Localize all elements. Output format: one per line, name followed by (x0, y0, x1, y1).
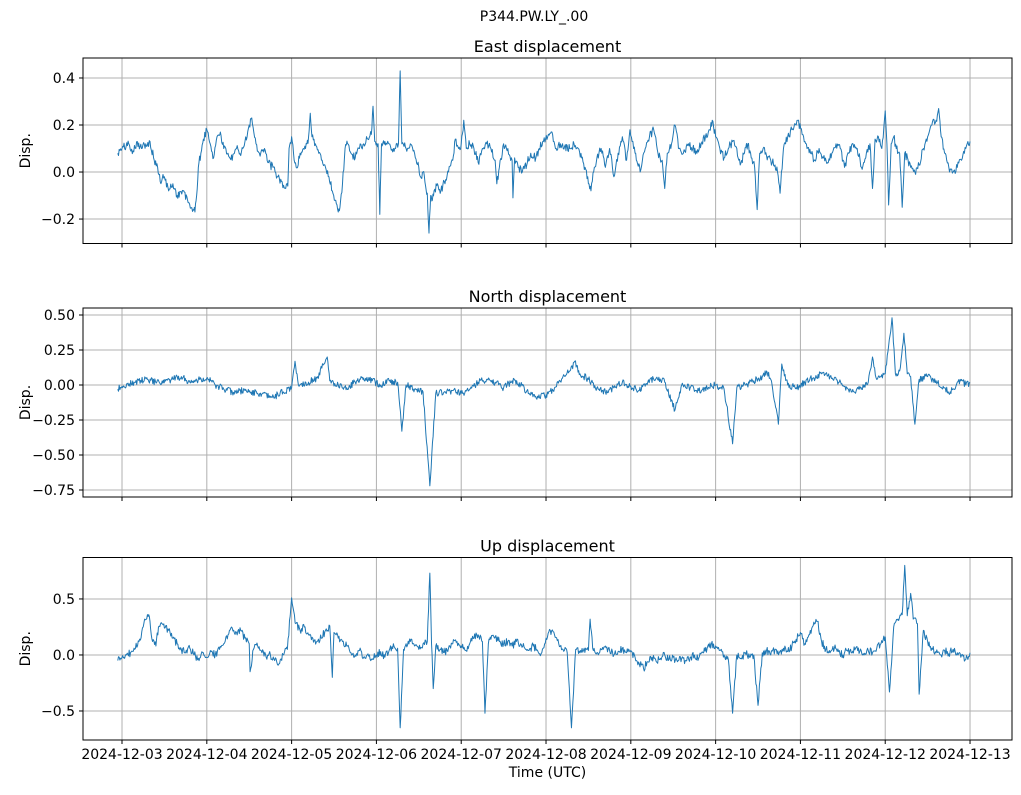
data-line (117, 317, 971, 487)
x-tick-label: 2024-12-11 (760, 747, 841, 763)
y-tick-label: −0.25 (32, 413, 75, 429)
subplot-east: −0.2 0.0 0.2 0.4 East displacement Disp. (18, 37, 1013, 248)
tick-marks (79, 314, 971, 501)
x-tick-label: 2024-12-04 (166, 747, 247, 763)
y-axis-label: Disp. (18, 133, 34, 168)
y-tick-label: 0.50 (44, 308, 75, 324)
gridlines (83, 58, 1012, 244)
y-tick-label: 0.00 (44, 378, 75, 394)
y-tick-label: −0.5 (41, 704, 75, 720)
x-tick-label: 2024-12-12 (845, 747, 926, 763)
y-tick-label: 0.0 (53, 648, 75, 664)
x-tick-label: 2024-12-09 (590, 747, 671, 763)
x-axis-label: Time (UTC) (508, 765, 587, 781)
tick-marks (79, 598, 971, 744)
x-tick-label: 2024-12-07 (421, 747, 502, 763)
axes-frame (82, 57, 1013, 244)
subplot-title: East displacement (474, 37, 621, 56)
axes-frame (82, 557, 1013, 741)
y-tick-label: 0.0 (53, 165, 75, 181)
x-tick-label: 2024-12-05 (251, 747, 332, 763)
subplot-north: −0.75 −0.50 −0.25 0.00 0.25 0.50 North displac… (18, 287, 1013, 501)
subplot-up: −0.5 0.0 0.5 2024-12-03 2024-12-04 2024-12-05… (18, 537, 1013, 763)
x-tick-label: 2024-12-06 (336, 747, 417, 763)
subplot-title: Up displacement (480, 537, 615, 556)
y-tick-label: 0.25 (44, 343, 75, 359)
gridlines (83, 557, 1012, 740)
figure-title: P344.PW.LY_.00 (479, 9, 589, 25)
x-tick-label: 2024-12-10 (675, 747, 756, 763)
axes-frame (82, 307, 1013, 498)
data-line (117, 564, 971, 729)
y-axis-label: Disp. (18, 385, 34, 420)
gridlines (83, 308, 1012, 497)
y-tick-label: 0.5 (53, 592, 75, 608)
subplot-title: North displacement (469, 287, 627, 306)
y-tick-label: −0.75 (32, 483, 75, 499)
y-tick-label: 0.4 (53, 71, 75, 87)
y-tick-label: 0.2 (53, 118, 75, 134)
y-tick-label: −0.2 (41, 212, 75, 228)
y-axis-label: Disp. (18, 631, 34, 666)
x-tick-label: 2024-12-08 (505, 747, 586, 763)
x-tick-label: 2024-12-13 (929, 747, 1010, 763)
x-tick-label: 2024-12-03 (81, 747, 162, 763)
y-tick-label: −0.50 (32, 448, 75, 464)
data-line (117, 70, 971, 234)
tick-marks (79, 77, 971, 248)
